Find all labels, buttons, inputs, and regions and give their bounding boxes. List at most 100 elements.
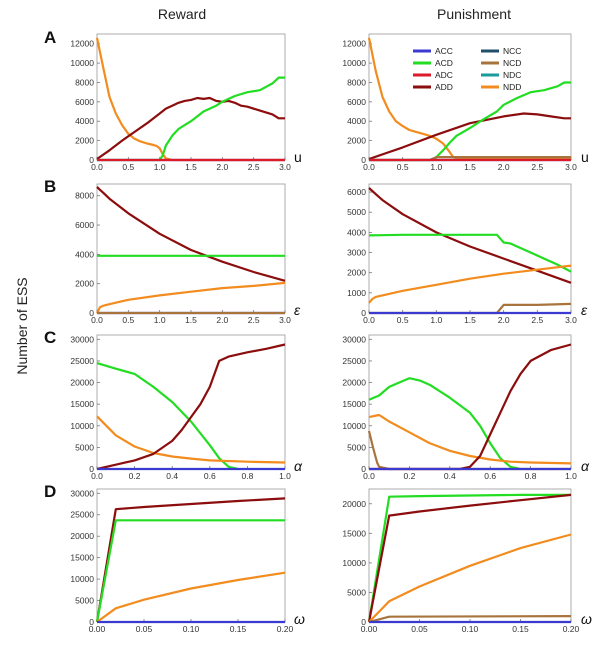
y-tick-label: 4000 [347,116,366,126]
x-tick-label: 1.0 [565,471,577,481]
series-line-add [96,343,286,471]
x-tick-label: 3.0 [279,162,291,172]
y-tick-label: 20000 [342,378,366,388]
x-tick-label: 1.0 [279,471,291,481]
y-tick-label: 30000 [70,488,94,498]
legend-label-ncd: NCD [503,58,521,68]
series-line-acd [96,362,239,471]
y-tick-label: 15000 [342,528,366,538]
chart-C-punishment: 0.0 0.2 0.4 0.6 0.8 1.0 0 5000 10000 15000 20000 25… [342,334,590,481]
y-tick-label: 0 [89,155,94,165]
y-tick-label: 5000 [347,442,366,452]
y-tick-label: 8000 [75,191,94,201]
x-tick-label: 0.0 [91,162,103,172]
legend-label-acc: ACC [435,46,453,56]
x-tick-label: 2.5 [531,315,543,325]
x-axis-variable: ω [581,611,592,627]
chart-D-punishment: 0.00 0.05 0.10 0.15 0.20 0 5000 10000 15000 20000… [342,488,592,634]
x-tick-label: 0.0 [363,162,375,172]
x-axis-variable: α [294,458,303,474]
column-title-punishment: Punishment [437,6,511,22]
x-tick-label: 0.4 [444,471,456,481]
chart-A-punishment: 0.0 0.5 1.0 1.5 2.0 2.5 3.0 0 2000 4000 6000 8000 10… [342,33,589,172]
chart-B-reward: 0.0 0.5 1.0 1.5 2.0 2.5 3.0 0 2000 4000 6000 8000 ε [75,183,301,325]
x-tick-label: 1.0 [154,162,166,172]
x-tick-label: 0.10 [462,624,479,634]
x-tick-label: 3.0 [279,315,291,325]
y-tick-label: 5000 [75,442,94,452]
y-tick-label: 4000 [75,116,94,126]
y-tick-label: 5000 [347,587,366,597]
y-tick-label: 2000 [75,136,94,146]
x-tick-label: 0.15 [230,624,247,634]
x-axis-variable: u [294,149,302,165]
y-tick-label: 15000 [342,399,366,409]
x-tick-label: 0.4 [166,471,178,481]
y-tick-label: 15000 [70,399,94,409]
x-tick-label: 0.0 [363,315,375,325]
x-tick-label: 0.20 [563,624,580,634]
y-tick-label: 20000 [342,499,366,509]
x-tick-label: 1.0 [430,315,442,325]
chart-D-reward: 0.00 0.05 0.10 0.15 0.20 0 5000 10000 15000 20000… [70,488,305,634]
y-tick-label: 8000 [347,77,366,87]
x-tick-label: 0.5 [397,315,409,325]
series-line-add [369,343,572,471]
y-tick-label: 0 [361,464,366,474]
y-tick-label: 10000 [342,421,366,431]
y-tick-label: 1000 [347,288,366,298]
x-tick-label: 2.5 [248,315,260,325]
column-title-reward: Reward [157,6,207,22]
x-tick-label: 2.0 [498,315,510,325]
plot-frame [96,183,286,314]
y-tick-label: 2000 [75,279,94,289]
series-line-ndd [367,37,571,161]
panel-letter-b: B [44,177,57,196]
y-tick-label: 10000 [70,574,94,584]
x-tick-label: 0.05 [411,624,428,634]
y-tick-label: 0 [89,617,94,627]
y-tick-label: 6000 [347,187,366,197]
y-tick-label: 12000 [70,39,94,49]
y-tick-label: 4000 [347,227,366,237]
y-tick-label: 25000 [342,356,366,366]
plot-frame [368,183,572,314]
legend-label-ncc: NCC [503,46,521,56]
y-tick-label: 8000 [75,77,94,87]
y-tick-label: 3000 [347,248,366,258]
y-tick-label: 4000 [75,249,94,259]
series-line-acd [368,233,572,273]
x-tick-label: 0.0 [363,471,375,481]
series-line-ndd [368,413,572,465]
y-tick-label: 6000 [347,97,366,107]
series-line-ndd [368,264,572,304]
series-line-acd [367,493,571,623]
x-tick-label: 0.5 [397,162,409,172]
series-line-acd [369,81,571,162]
panel-letter-d: D [44,482,57,501]
x-tick-label: 0.6 [484,471,496,481]
y-tick-label: 6000 [75,97,94,107]
y-tick-label: 20000 [70,531,94,541]
x-tick-label: 2.5 [248,162,260,172]
plot-frame [96,33,286,161]
y-tick-label: 5000 [347,207,366,217]
y-tick-label: 0 [89,464,94,474]
series-line-acd [368,377,521,471]
legend: ACC NCC ACD NCD ADC NDC ADD NDD [413,46,521,92]
x-axis-variable: ω [294,611,305,627]
series-line-add [96,96,285,160]
y-tick-label: 30000 [342,334,366,344]
x-tick-label: 0.2 [129,471,141,481]
x-tick-label: 2.0 [498,162,510,172]
x-tick-label: 0.20 [277,624,294,634]
y-tick-label: 0 [361,155,366,165]
x-tick-label: 1.5 [464,315,476,325]
chart-C-reward: 0.0 0.2 0.4 0.6 0.8 1.0 0 5000 10000 15000 20000 25… [70,334,303,481]
y-tick-label: 10000 [70,58,94,68]
y-tick-label: 0 [361,308,366,318]
series-line-ncd [368,614,572,624]
x-tick-label: 2.0 [216,162,228,172]
y-tick-label: 0 [89,308,94,318]
